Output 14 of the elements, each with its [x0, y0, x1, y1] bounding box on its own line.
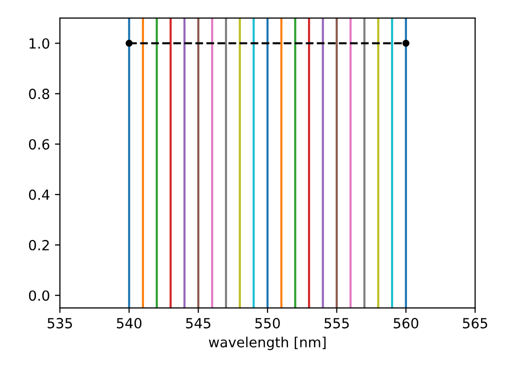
x-tick-label: 545 — [186, 318, 210, 328]
x-tick-label: 560 — [394, 318, 418, 328]
y-tick-label: 0.4 — [29, 189, 50, 200]
y-tick-label: 1.0 — [30, 38, 50, 49]
y-tick-label: 0.6 — [29, 139, 50, 150]
y-tick-label: 0.0 — [29, 290, 50, 301]
x-tick-label: 535 — [48, 318, 72, 328]
x-tick-label: 550 — [255, 318, 280, 328]
x-axis-title: wavelength [nm] — [208, 336, 326, 350]
y-tick-label: 0.2 — [29, 240, 49, 250]
x-tick-label: 565 — [462, 318, 488, 328]
y-tick-label: 0.8 — [29, 88, 50, 100]
x-tick-label: 555 — [324, 318, 349, 328]
x-tick-label: 540 — [116, 318, 142, 328]
